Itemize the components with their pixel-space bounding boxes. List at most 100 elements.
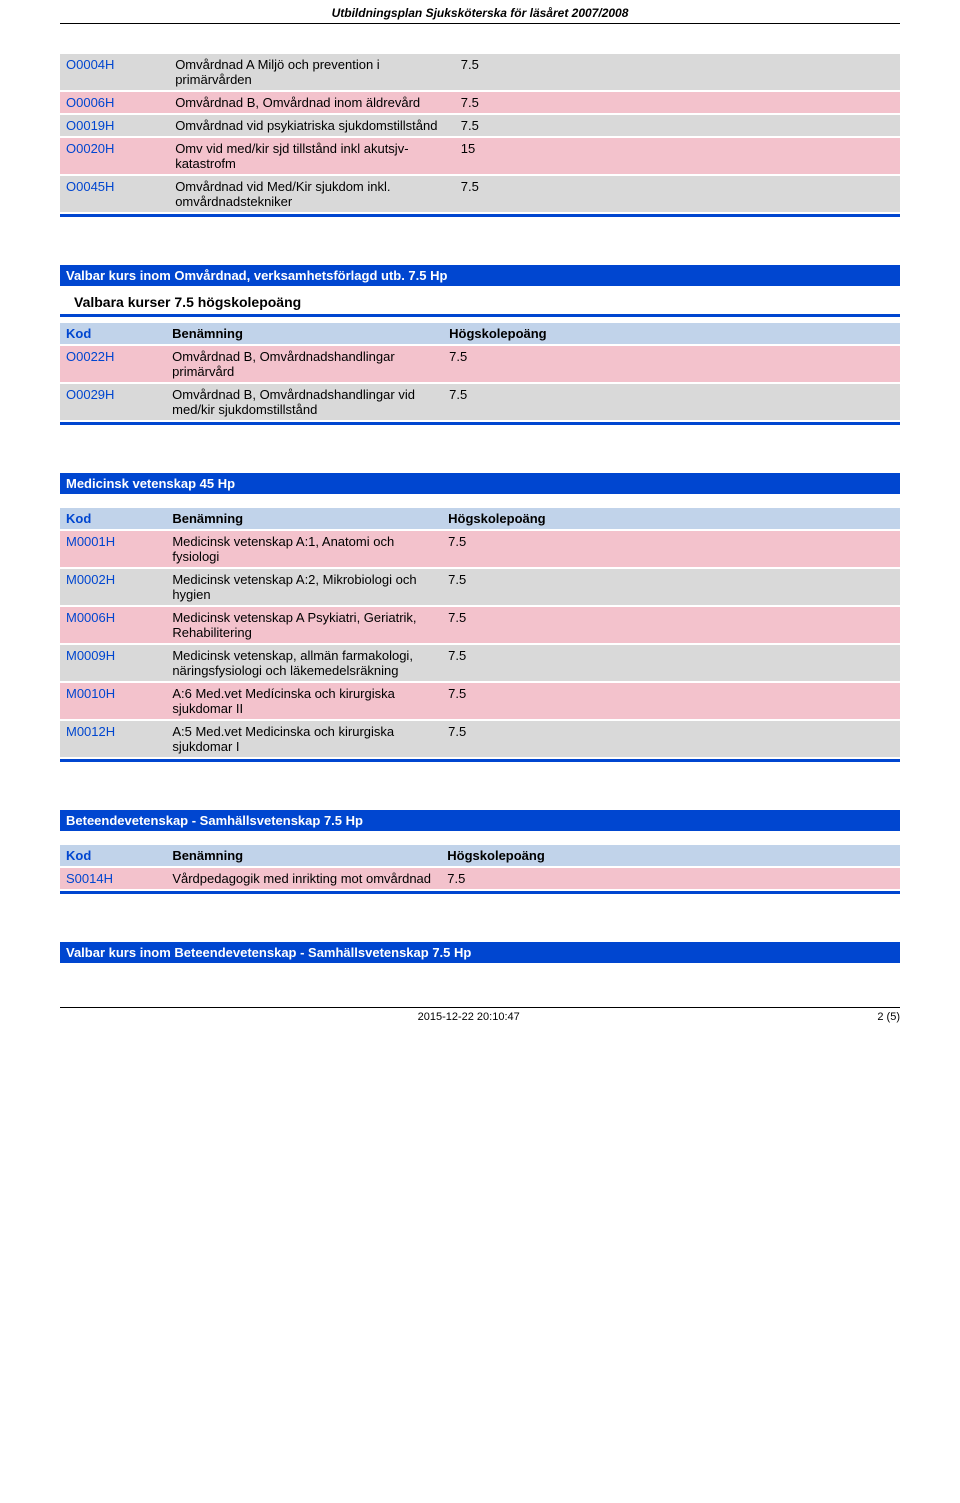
cell-spacer (553, 346, 900, 382)
table-row: O0006HOmvårdnad B, Omvårdnad inom äldrev… (60, 92, 900, 113)
table-row: M0009HMedicinsk vetenskap, allmän farmak… (60, 645, 900, 681)
cell-points: 7.5 (442, 683, 552, 719)
cell-spacer (553, 384, 900, 420)
th-benamning: Benämning (166, 323, 443, 344)
cell-spacer (552, 683, 900, 719)
table-row: O0020HOmv vid med/kir sjd tillstånd inkl… (60, 138, 900, 174)
cell-name: Omvårdnad vid Med/Kir sjukdom inkl. omvå… (169, 176, 455, 212)
cell-points: 7.5 (442, 721, 552, 757)
cell-name: Omvårdnad A Miljö och prevention i primä… (169, 54, 455, 90)
section-header-beteende: Beteendevetenskap - Samhällsvetenskap 7.… (60, 810, 900, 831)
page: Utbildningsplan Sjuksköterska för läsåre… (0, 0, 960, 1063)
cell-code: M0001H (60, 531, 166, 567)
cell-name: Omvårdnad vid psykiatriska sjukdomstills… (169, 115, 455, 136)
cell-name: Medicinsk vetenskap, allmän farmakologi,… (166, 645, 442, 681)
th-spacer (552, 508, 900, 529)
table-beteende: Kod Benämning Högskolepoäng S0014HVårdpe… (60, 843, 900, 891)
th-hogskolepoang: Högskolepoäng (441, 845, 551, 866)
cell-name: Omvårdnad B, Omvårdnad inom äldrevård (169, 92, 455, 113)
cell-code: M0009H (60, 645, 166, 681)
table-bottom-rule (60, 891, 900, 894)
cell-spacer (551, 868, 900, 889)
cell-name: A:5 Med.vet Medicinska och kirurgiska sj… (166, 721, 442, 757)
page-header: Utbildningsplan Sjuksköterska för läsåre… (60, 0, 900, 24)
footer-page-number: 2 (5) (877, 1011, 900, 1023)
th-hogskolepoang: Högskolepoäng (442, 508, 552, 529)
table-row: S0014HVårdpedagogik med inrikting mot om… (60, 868, 900, 889)
th-kod: Kod (60, 845, 166, 866)
table-row: O0045HOmvårdnad vid Med/Kir sjukdom inkl… (60, 176, 900, 212)
cell-spacer (552, 569, 900, 605)
table-row: M0001HMedicinsk vetenskap A:1, Anatomi o… (60, 531, 900, 567)
table-header-row: Kod Benämning Högskolepoäng (60, 323, 900, 344)
table-row: M0012HA:5 Med.vet Medicinska och kirurgi… (60, 721, 900, 757)
cell-name: Vårdpedagogik med inrikting mot omvårdna… (166, 868, 441, 889)
table-bottom-rule (60, 759, 900, 762)
cell-points: 15 (455, 138, 531, 174)
cell-points: 7.5 (455, 92, 531, 113)
cell-name: Omvårdnad B, Omvårdnadshandlingar primär… (166, 346, 443, 382)
page-footer: 2015-12-22 20:10:47 2 (5) (60, 1007, 900, 1023)
cell-spacer (530, 54, 900, 90)
cell-code: O0020H (60, 138, 169, 174)
table-row: O0004HOmvårdnad A Miljö och prevention i… (60, 54, 900, 90)
th-hogskolepoang: Högskolepoäng (443, 323, 553, 344)
cell-points: 7.5 (442, 645, 552, 681)
cell-code: O0004H (60, 54, 169, 90)
table-bottom-rule (60, 422, 900, 425)
table-omvardnad-continued: O0004HOmvårdnad A Miljö och prevention i… (60, 52, 900, 214)
cell-code: O0006H (60, 92, 169, 113)
section-header-medicinsk: Medicinsk vetenskap 45 Hp (60, 473, 900, 494)
cell-points: 7.5 (442, 607, 552, 643)
th-kod: Kod (60, 508, 166, 529)
cell-name: Medicinsk vetenskap A:2, Mikrobiologi oc… (166, 569, 442, 605)
cell-name: A:6 Med.vet Medícinska och kirurgiska sj… (166, 683, 442, 719)
cell-spacer (530, 138, 900, 174)
cell-points: 7.5 (443, 384, 553, 420)
cell-code: M0002H (60, 569, 166, 605)
cell-points: 7.5 (442, 569, 552, 605)
table-row: O0022HOmvårdnad B, Omvårdnadshandlingar … (60, 346, 900, 382)
th-spacer (553, 323, 900, 344)
cell-name: Medicinsk vetenskap A:1, Anatomi och fys… (166, 531, 442, 567)
cell-points: 7.5 (443, 346, 553, 382)
subheader-valbara-kurser: Valbara kurser 7.5 högskolepoäng (60, 286, 900, 317)
table-row: O0029HOmvårdnad B, Omvårdnadshandlingar … (60, 384, 900, 420)
cell-name: Omv vid med/kir sjd tillstånd inkl akuts… (169, 138, 455, 174)
th-benamning: Benämning (166, 845, 441, 866)
cell-code: M0006H (60, 607, 166, 643)
cell-spacer (530, 92, 900, 113)
table-row: M0010HA:6 Med.vet Medícinska och kirurgi… (60, 683, 900, 719)
cell-points: 7.5 (442, 531, 552, 567)
cell-code: O0019H (60, 115, 169, 136)
table-row: M0002HMedicinsk vetenskap A:2, Mikrobiol… (60, 569, 900, 605)
cell-spacer (530, 176, 900, 212)
cell-spacer (530, 115, 900, 136)
cell-spacer (552, 531, 900, 567)
cell-code: S0014H (60, 868, 166, 889)
cell-code: M0010H (60, 683, 166, 719)
table-header-row: Kod Benämning Högskolepoäng (60, 845, 900, 866)
cell-points: 7.5 (455, 54, 531, 90)
cell-spacer (552, 645, 900, 681)
th-benamning: Benämning (166, 508, 442, 529)
th-kod: Kod (60, 323, 166, 344)
cell-points: 7.5 (455, 115, 531, 136)
cell-points: 7.5 (441, 868, 551, 889)
cell-spacer (552, 721, 900, 757)
cell-code: O0022H (60, 346, 166, 382)
table-bottom-rule (60, 214, 900, 217)
table-header-row: Kod Benämning Högskolepoäng (60, 508, 900, 529)
th-spacer (551, 845, 900, 866)
table-valbara-kurser: Kod Benämning Högskolepoäng O0022HOmvård… (60, 321, 900, 422)
cell-code: O0029H (60, 384, 166, 420)
table-row: M0006HMedicinsk vetenskap A Psykiatri, G… (60, 607, 900, 643)
cell-name: Omvårdnad B, Omvårdnadshandlingar vid me… (166, 384, 443, 420)
cell-code: M0012H (60, 721, 166, 757)
cell-spacer (552, 607, 900, 643)
table-row: O0019HOmvårdnad vid psykiatriska sjukdom… (60, 115, 900, 136)
footer-timestamp: 2015-12-22 20:10:47 (60, 1011, 877, 1023)
cell-points: 7.5 (455, 176, 531, 212)
cell-code: O0045H (60, 176, 169, 212)
table-medicinsk: Kod Benämning Högskolepoäng M0001HMedici… (60, 506, 900, 759)
